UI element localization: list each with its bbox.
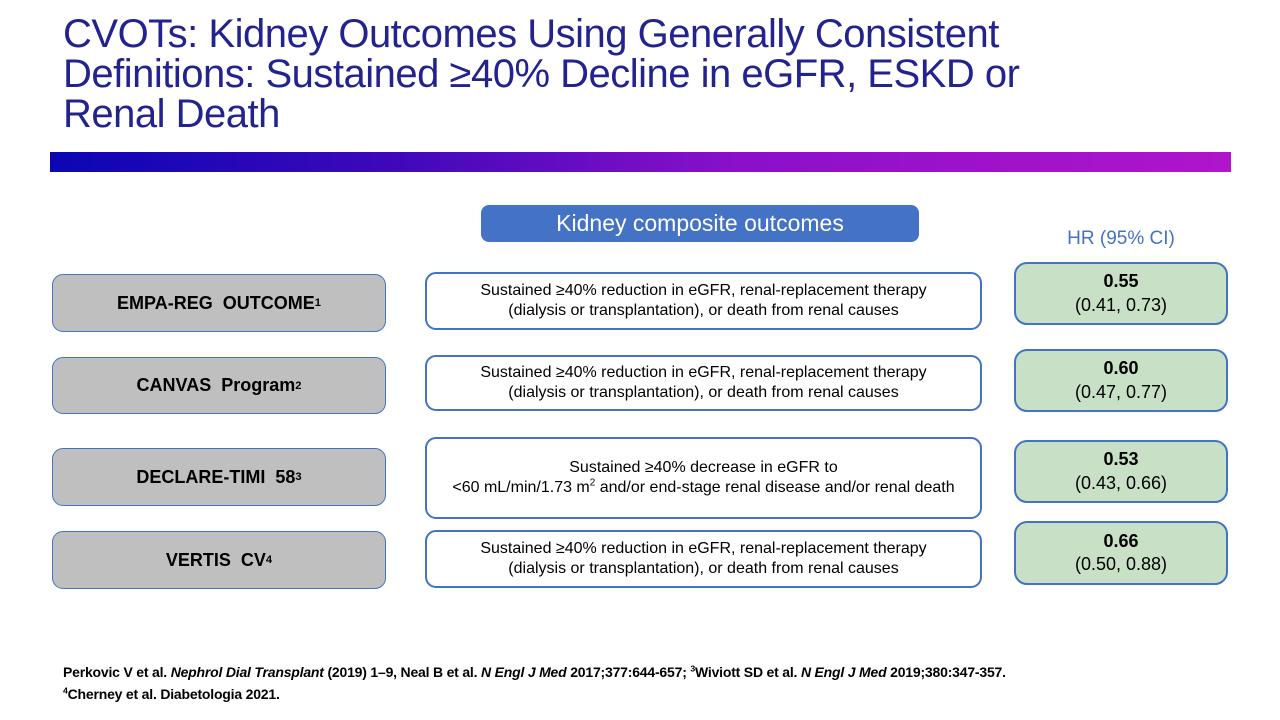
gradient-divider-bar xyxy=(50,152,1231,172)
trial-label: CANVAS Program xyxy=(136,375,296,395)
trial-box-declare-timi-58: DECLARE-TIMI 58 3 xyxy=(52,448,386,506)
slide-title-line-3: Renal Death xyxy=(63,92,280,136)
outcome-text: Sustained ≥40% reduction in eGFR, renal-… xyxy=(480,540,927,577)
trial-box-canvas-program: CANVAS Program 2 xyxy=(52,357,386,414)
outcome-box-row-4: Sustained ≥40% reduction in eGFR, renal-… xyxy=(425,530,982,588)
hr-value: 0.66 xyxy=(1103,530,1139,551)
hr-box-row-4: 0.66 (0.50, 0.88) xyxy=(1014,521,1228,585)
column-header-label: Kidney composite outcomes xyxy=(556,210,844,236)
hr-box-row-1: 0.55 (0.41, 0.73) xyxy=(1014,262,1228,325)
hr-ci-column-label: HR (95% CI) xyxy=(1067,228,1175,249)
hr-value: 0.60 xyxy=(1103,358,1139,379)
outcome-box-row-1: Sustained ≥40% reduction in eGFR, renal-… xyxy=(425,272,982,330)
hr-value: 0.53 xyxy=(1103,449,1139,470)
outcome-box-row-3: Sustained ≥40% decrease in eGFR to <60 mL… xyxy=(425,437,982,519)
trial-label: VERTIS CV xyxy=(165,549,266,570)
outcome-text: Sustained ≥40% reduction in eGFR, renal-… xyxy=(480,364,927,401)
references-footer: Perkovic V et al. Nephrol Dial Transplan… xyxy=(63,661,1218,706)
hr-ci: (0.41, 0.73) xyxy=(1074,294,1168,315)
hr-box-row-3: 0.53 (0.43, 0.66) xyxy=(1014,440,1228,503)
trial-box-empa-reg-outcome: EMPA-REG OUTCOME 1 xyxy=(52,274,386,332)
slide-title: CVOTs: Kidney Outcomes Using Generally C… xyxy=(63,14,1198,134)
reference-line-2: 4Cherney et al. Diabetologia 2021. xyxy=(63,685,280,703)
hr-value: 0.55 xyxy=(1103,271,1139,292)
hr-ci: (0.47, 0.77) xyxy=(1074,381,1168,402)
trial-label: EMPA-REG OUTCOME xyxy=(117,292,315,313)
outcome-text: Sustained ≥40% reduction in eGFR, renal-… xyxy=(480,282,927,319)
trial-label: DECLARE-TIMI 58 xyxy=(136,466,296,487)
reference-line-1: Perkovic V et al. Nephrol Dial Transplan… xyxy=(63,663,1006,680)
hr-ci: (0.43, 0.66) xyxy=(1074,472,1168,493)
outcome-text: Sustained ≥40% decrease in eGFR to <60 mL… xyxy=(452,459,955,496)
hr-ci: (0.50, 0.88) xyxy=(1074,554,1168,574)
slide-title-line-1: CVOTs: Kidney Outcomes Using Generally C… xyxy=(63,12,999,56)
slide-title-line-2: Definitions: Sustained ≥40% Decline in e… xyxy=(63,52,1020,96)
trial-box-vertis-cv: VERTIS CV 4 xyxy=(52,531,386,589)
kidney-composite-outcomes-header: Kidney composite outcomes xyxy=(481,205,919,242)
outcome-box-row-2: Sustained ≥40% reduction in eGFR, renal-… xyxy=(425,355,982,411)
hr-box-row-2: 0.60 (0.47, 0.77) xyxy=(1014,349,1228,412)
